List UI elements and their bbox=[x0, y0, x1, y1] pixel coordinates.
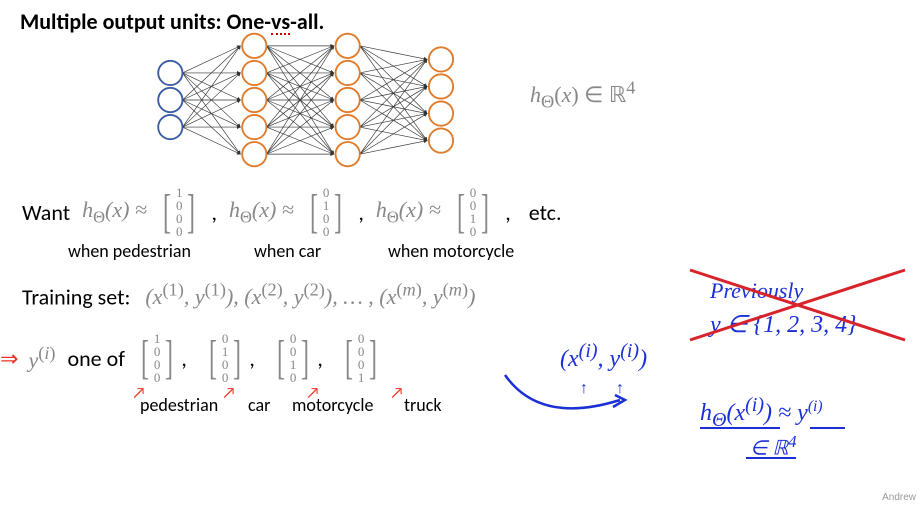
want-label-3: when motorcycle bbox=[388, 240, 514, 262]
want-term-1: hΘ(x) ≈ bbox=[82, 197, 147, 227]
handwriting-previously: Previously bbox=[710, 278, 803, 304]
yi-mid: one of bbox=[68, 345, 125, 372]
want-lead: Want bbox=[22, 199, 70, 226]
want-row: Want hΘ(x) ≈ [1000], hΘ(x) ≈ [0100], hΘ(… bbox=[22, 186, 562, 238]
handwriting-yset: y ∈ {1, 2, 3, 4} bbox=[710, 310, 857, 339]
training-set-lead: Training set: bbox=[22, 283, 130, 310]
red-arrow-small-4: ↗ bbox=[390, 384, 404, 403]
training-set-expr: (x(1), y(1)), (x(2), y(2)), … , (x(m), y… bbox=[145, 284, 475, 309]
want-label-1: when pedestrian bbox=[68, 240, 191, 262]
want-etc: etc. bbox=[529, 199, 562, 226]
yi-row: ⇒ y(i) one of [1000], [0100], [0010], [0… bbox=[0, 332, 381, 384]
yi-term: y(i) bbox=[28, 343, 55, 373]
training-set-row: Training set: (x(1), y(1)), (x(2), y(2))… bbox=[22, 280, 475, 310]
want-vec-2: [0100] bbox=[306, 186, 346, 238]
output-space-formula: hΘ(x) ∈ ℝ4 bbox=[530, 78, 635, 113]
want-term-3: hΘ(x) ≈ bbox=[376, 197, 441, 227]
want-vec-3: [0010] bbox=[453, 186, 493, 238]
yi-vec-3: [0010] bbox=[273, 332, 313, 384]
signature: Andrew bbox=[882, 492, 916, 503]
blue-curve-arrow bbox=[500, 370, 680, 440]
yi-vec-2: [0100] bbox=[205, 332, 245, 384]
yi-vec-4: [0001] bbox=[341, 332, 381, 384]
cat-label-1: pedestrian bbox=[140, 394, 218, 416]
cat-label-2: car bbox=[248, 394, 270, 416]
yi-vec-1: [1000] bbox=[137, 332, 177, 384]
red-arrow-small-2: ↗ bbox=[222, 384, 236, 403]
want-label-2: when car bbox=[254, 240, 321, 262]
neural-network-diagram bbox=[140, 30, 490, 170]
want-vec-1: [1000] bbox=[159, 186, 199, 238]
cat-label-3: motorcycle bbox=[292, 394, 373, 416]
cat-label-4: truck bbox=[404, 394, 442, 416]
underline-r4 bbox=[746, 456, 806, 462]
want-term-2: hΘ(x) ≈ bbox=[229, 197, 294, 227]
red-arrow-icon: ⇒ bbox=[0, 345, 18, 372]
